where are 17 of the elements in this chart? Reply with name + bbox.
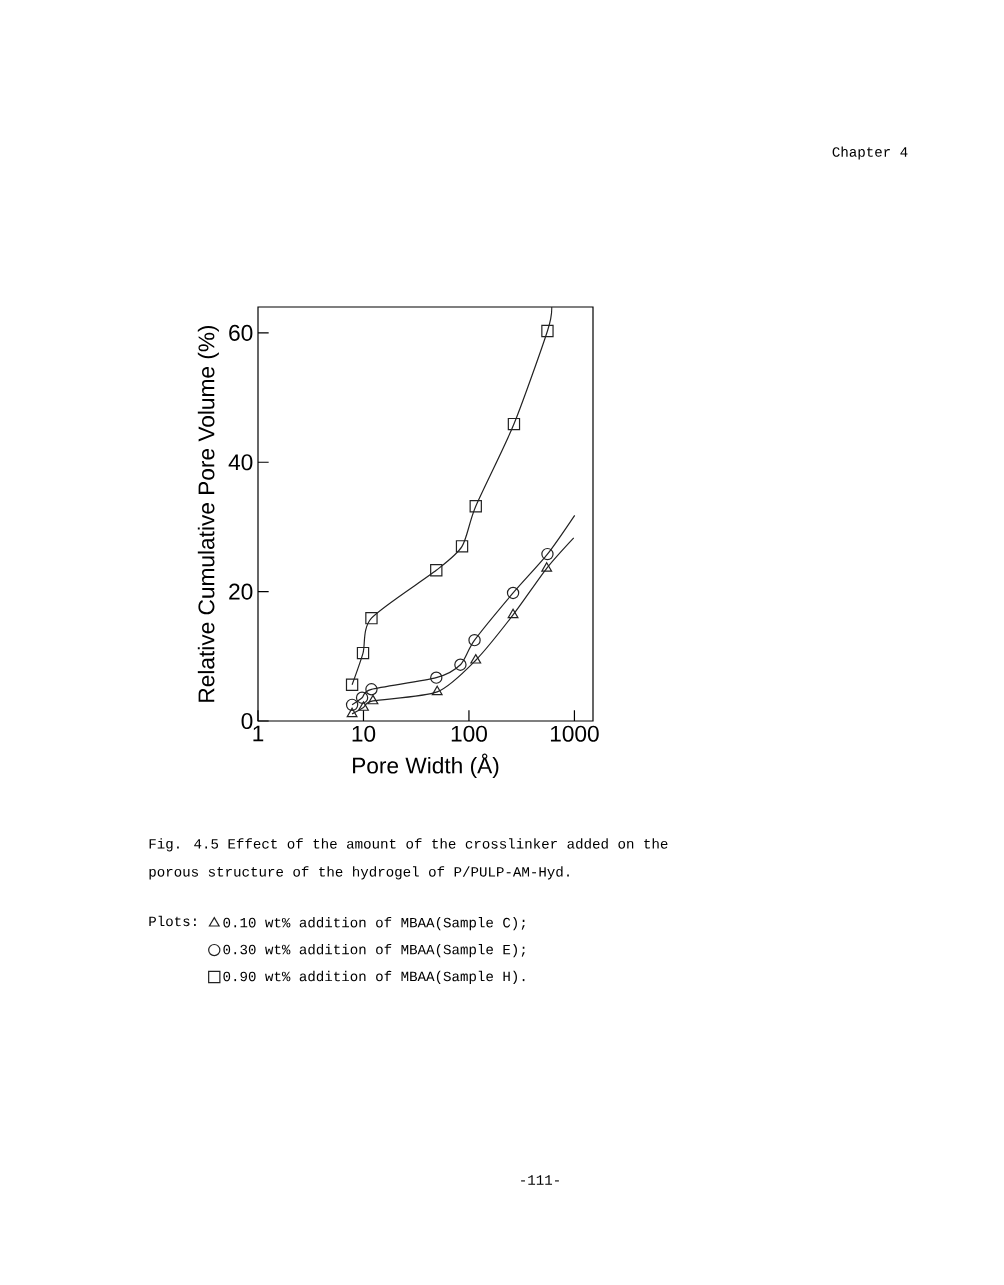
legend-label: 0.90 wt% addition of MBAA(Sample H).: [223, 970, 525, 985]
legend-label: 0.10 wt% addition of MBAA(Sample C);: [223, 917, 525, 931]
y-tick-label: 40: [228, 454, 253, 471]
y-tick-label: 60: [229, 324, 253, 341]
y-tick-label: 0: [241, 712, 253, 730]
y-tick-label: 20: [229, 583, 253, 600]
legend-title: Plots:: [149, 915, 196, 927]
x-tick-label: 100: [451, 725, 487, 742]
x-axis-title: Pore Width (Å): [353, 753, 499, 779]
text: -111-: [521, 1175, 559, 1185]
x-tick-label: 1000: [550, 725, 599, 742]
x-tick-label: 10: [352, 725, 376, 742]
x-tick-label: 1: [253, 725, 264, 742]
caption: Fig. 4.5 Effect of the amount of the crosslinker added on the porous structure of the hydrogel of P/PULP-AM-Hyd.: [149, 838, 668, 880]
y-axis-title: Relative Cumulative Pore Volume (%): [197, 325, 219, 702]
text: Chapter 4: [832, 146, 908, 160]
legend-label: 0.30 wt% addition of MBAA(Sample E);: [223, 943, 525, 958]
